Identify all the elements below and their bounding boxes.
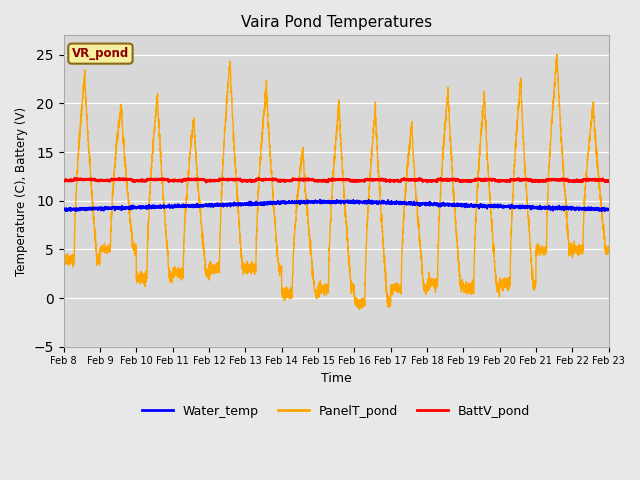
Title: Vaira Pond Temperatures: Vaira Pond Temperatures bbox=[241, 15, 431, 30]
Legend: Water_temp, PanelT_pond, BattV_pond: Water_temp, PanelT_pond, BattV_pond bbox=[137, 400, 536, 423]
X-axis label: Time: Time bbox=[321, 372, 351, 385]
Y-axis label: Temperature (C), Battery (V): Temperature (C), Battery (V) bbox=[15, 107, 28, 276]
Text: VR_pond: VR_pond bbox=[72, 47, 129, 60]
